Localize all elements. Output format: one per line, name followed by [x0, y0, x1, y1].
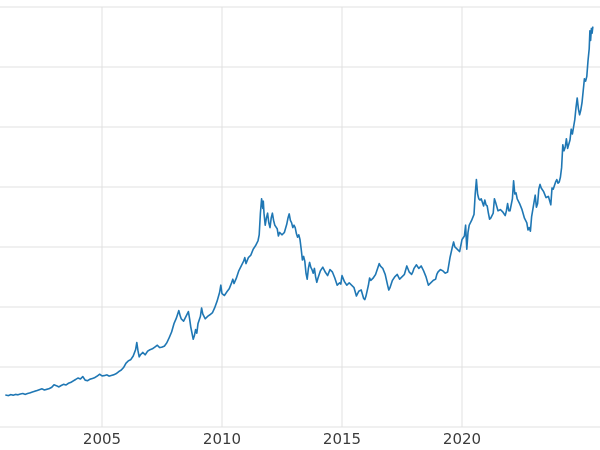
- x-axis-tick-label: 2020: [443, 430, 481, 448]
- x-axis-tick-label: 2005: [83, 430, 121, 448]
- price-series-line: [5, 26, 594, 397]
- x-axis-tick-label: 2010: [203, 430, 241, 448]
- x-axis-tick-label: 2015: [323, 430, 361, 448]
